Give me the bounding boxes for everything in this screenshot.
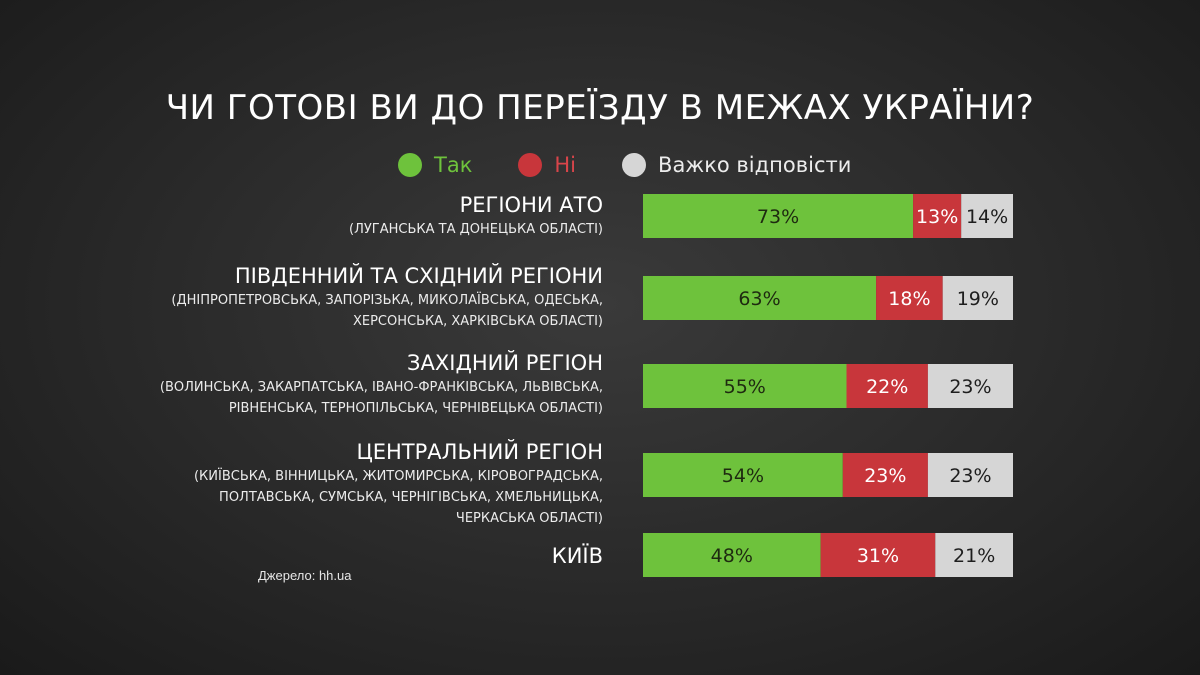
legend-label-no: Ні xyxy=(554,153,577,177)
category-label-kyiv: КИЇВ xyxy=(552,544,603,568)
bar-hard xyxy=(927,364,1013,408)
category-subtitle: (КИЇВСЬКА, ВІННИЦЬКА, ЖИТОМИРСЬКА, КІРОВ… xyxy=(193,469,603,484)
category-label-south-east: ПІВДЕННИЙ ТА СХІДНИЙ РЕГІОНИ (ДНІПРОПЕТР… xyxy=(171,264,603,332)
data-label-hard: 14% xyxy=(966,206,1008,228)
bar-yes xyxy=(643,276,877,320)
category-subtitle: ПОЛТАВСЬКА, СУМСЬКА, ЧЕРНІГІВСЬКА, ХМЕЛЬ… xyxy=(219,490,603,505)
source-note: Джерело: hh.ua xyxy=(258,568,352,583)
bar-hard xyxy=(935,533,1013,577)
category-name: ЗАХІДНИЙ РЕГІОН xyxy=(407,351,603,375)
legend-label-yes: Так xyxy=(434,153,473,177)
bar-yes xyxy=(643,453,843,497)
data-label-no: 13% xyxy=(916,206,958,228)
bar-no xyxy=(842,453,928,497)
data-label-yes: 48% xyxy=(711,545,753,567)
data-label-no: 23% xyxy=(864,465,906,487)
data-label-hard: 21% xyxy=(953,545,995,567)
data-label-no: 22% xyxy=(866,376,908,398)
bar-yes xyxy=(643,533,821,577)
category-label-ato: РЕГІОНИ АТО (ЛУГАНСЬКА ТА ДОНЕЦЬКА ОБЛАС… xyxy=(349,193,603,240)
data-label-hard: 23% xyxy=(949,376,991,398)
legend-swatch-yes xyxy=(398,153,422,177)
data-label-no: 31% xyxy=(857,545,899,567)
category-name: КИЇВ xyxy=(551,544,603,568)
data-label-yes: 54% xyxy=(722,465,764,487)
category-name: РЕГІОНИ АТО xyxy=(459,193,603,217)
category-label-west: ЗАХІДНИЙ РЕГІОН (ВОЛИНСЬКА, ЗАКАРПАТСЬКА… xyxy=(160,351,603,419)
bar-no xyxy=(876,276,943,320)
chart-title: ЧИ ГОТОВІ ВИ ДО ПЕРЕЇЗДУ В МЕЖАХ УКРАЇНИ… xyxy=(165,88,1035,128)
data-label-yes: 73% xyxy=(757,206,799,228)
data-label-yes: 63% xyxy=(738,288,780,310)
category-subtitle: РІВНЕНСЬКА, ТЕРНОПІЛЬСЬКА, ЧЕРНІВЕЦЬКА О… xyxy=(228,401,603,416)
category-name: ПІВДЕННИЙ ТА СХІДНИЙ РЕГІОНИ xyxy=(234,264,603,288)
category-name: ЦЕНТРАЛЬНИЙ РЕГІОН xyxy=(356,440,603,464)
legend-swatch-no xyxy=(518,153,543,177)
bar-no xyxy=(913,194,962,238)
bar-hard xyxy=(942,276,1013,320)
category-subtitle: ХЕРСОНСЬКА, ХАРКІВСЬКА ОБЛАСТІ) xyxy=(352,314,603,329)
legend-label-hard: Важко відповісти xyxy=(658,153,852,177)
data-label-hard: 23% xyxy=(949,465,991,487)
bar-yes xyxy=(643,364,847,408)
category-label-central: ЦЕНТРАЛЬНИЙ РЕГІОН (КИЇВСЬКА, ВІННИЦЬКА,… xyxy=(194,440,603,529)
data-label-yes: 55% xyxy=(724,376,766,398)
legend-item-hard: Важко відповісти xyxy=(622,153,851,177)
category-subtitle: (ВОЛИНСЬКА, ЗАКАРПАТСЬКА, ІВАНО-ФРАНКІВС… xyxy=(159,380,603,395)
legend-swatch-hard xyxy=(622,153,647,177)
legend-item-yes: Так xyxy=(398,153,472,177)
bar-no xyxy=(846,364,928,408)
bar-hard xyxy=(961,194,1013,238)
category-subtitle: (ЛУГАНСЬКА ТА ДОНЕЦЬКА ОБЛАСТІ) xyxy=(349,222,603,237)
legend: Так Ні Важко відповісти xyxy=(398,150,851,180)
bar-hard xyxy=(927,453,1013,497)
legend-item-no: Ні xyxy=(518,153,576,177)
data-label-hard: 19% xyxy=(957,288,999,310)
bar-yes xyxy=(643,194,914,238)
data-label-no: 18% xyxy=(888,288,930,310)
category-subtitle: ЧЕРКАСЬКА ОБЛАСТІ) xyxy=(455,511,603,526)
category-subtitle: (ДНІПРОПЕТРОВСЬКА, ЗАПОРІЗЬКА, МИКОЛАЇВС… xyxy=(171,293,603,308)
bar-no xyxy=(820,533,936,577)
